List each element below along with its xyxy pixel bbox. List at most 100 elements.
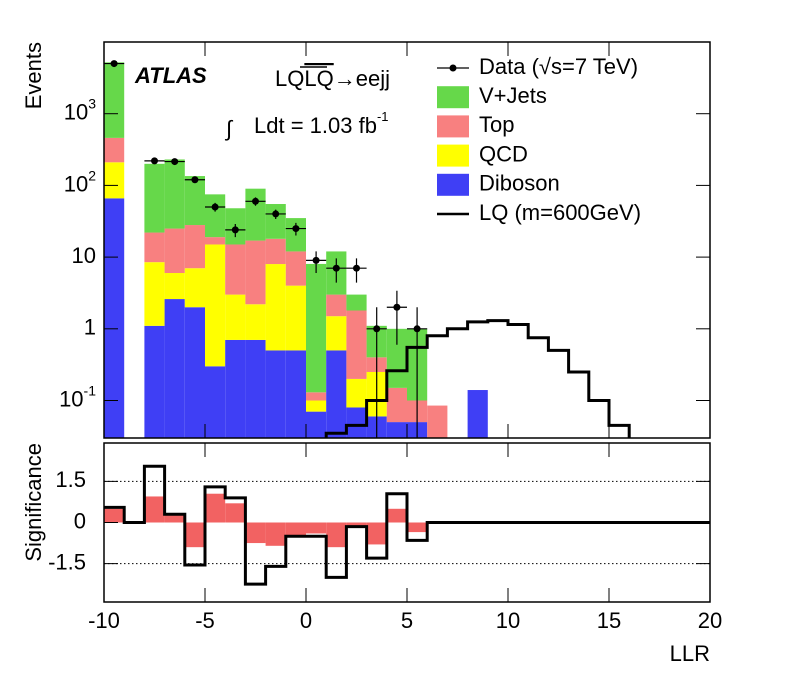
x-tick-label: 10 <box>496 608 520 633</box>
y-tick-label: 10-1 <box>59 382 96 411</box>
legend-label: V+Jets <box>479 83 547 108</box>
stack-bar <box>245 339 266 438</box>
stack-bar <box>205 194 226 238</box>
stack-bar <box>205 237 226 245</box>
tick-exponent: -1 <box>84 382 97 398</box>
tick-base: 10 <box>64 100 88 125</box>
stack-bar <box>265 264 286 351</box>
stack-bar <box>144 325 165 438</box>
stack-bar <box>164 228 185 274</box>
stack-bar <box>184 307 205 438</box>
stack-bar <box>386 328 407 388</box>
stack-bar <box>225 294 246 340</box>
data-point <box>110 60 118 68</box>
stack-bar <box>184 268 205 308</box>
significance-fill <box>326 522 347 548</box>
x-tick-label: 15 <box>597 608 621 633</box>
x-tick-label: 5 <box>401 608 413 633</box>
stack-bar <box>245 240 266 305</box>
stack-bar <box>144 262 165 326</box>
luminosity-exponent: -1 <box>377 109 389 124</box>
significance-fill <box>245 522 266 544</box>
data-point <box>332 264 340 272</box>
significance-fill <box>184 522 205 548</box>
y-tick-label: -1.5 <box>48 549 86 574</box>
significance-fill <box>366 522 387 545</box>
legend-label: Data (√s=7 TeV) <box>479 54 638 79</box>
stack-bar <box>245 188 266 241</box>
x-tick-label: -5 <box>195 608 215 633</box>
significance-fill <box>386 508 407 523</box>
data-point <box>292 225 300 233</box>
stack-bar <box>164 159 185 229</box>
y-tick-label: 10 <box>72 243 96 268</box>
stack-bar <box>265 350 286 438</box>
stack-bar <box>104 198 125 438</box>
luminosity-text: Ldt = 1.03 fb <box>254 113 377 138</box>
stack-bar <box>184 176 205 226</box>
y-tick-label: 1 <box>84 315 96 340</box>
x-axis-label: LLR <box>670 641 710 666</box>
significance-line <box>104 464 710 586</box>
stack-bar <box>144 232 165 263</box>
stack-bar <box>265 238 286 265</box>
stack-bar <box>245 304 266 340</box>
significance-fill <box>144 496 165 523</box>
stack-bar <box>326 350 347 438</box>
stack-bar <box>346 294 367 311</box>
data-point <box>272 210 280 218</box>
stack-bar <box>164 299 185 438</box>
significance-fill <box>285 522 306 537</box>
stack-bar <box>306 411 327 438</box>
stack-bar <box>104 62 125 138</box>
legend-swatch <box>437 173 469 196</box>
stack-bar <box>427 405 448 438</box>
legend-label: Diboson <box>479 171 560 196</box>
y-tick-label: 102 <box>64 167 96 196</box>
particle: LQ <box>275 66 304 91</box>
antiparticle: LQ <box>304 66 333 91</box>
stack-bar <box>205 366 226 438</box>
stack-bar <box>184 225 205 269</box>
stack-bar <box>205 244 226 367</box>
x-tick-label: -10 <box>88 608 120 633</box>
data-point <box>252 197 259 205</box>
stack-bar <box>306 263 327 393</box>
stack-bar <box>306 400 327 412</box>
y-tick-label: 1.5 <box>55 467 86 492</box>
stack-bar <box>386 387 407 423</box>
stack-bar <box>346 407 367 438</box>
significance-fill <box>104 508 125 523</box>
legend-label: Top <box>479 112 514 137</box>
stack-bar <box>467 390 488 438</box>
stack-bar <box>225 339 246 438</box>
stack-bar <box>306 392 327 401</box>
x-tick-label: 20 <box>698 608 722 633</box>
legend-swatch <box>437 115 469 138</box>
luminosity-label: Ldt = 1.03 fb-1 <box>254 109 389 137</box>
decay: →eejj <box>334 66 390 91</box>
stack-bar <box>346 310 367 379</box>
legend-label: QCD <box>479 141 528 166</box>
tick-exponent: 3 <box>88 95 96 111</box>
stack-bar <box>285 350 306 438</box>
step-line <box>324 319 631 438</box>
stack-bar <box>104 162 125 199</box>
stack-bar <box>164 273 185 300</box>
stack-bar <box>386 422 407 438</box>
significance-fill <box>265 522 286 546</box>
data-point <box>151 157 158 165</box>
tick-base: 10 <box>64 171 88 196</box>
significance-fill <box>164 514 185 523</box>
stack-bar <box>285 251 306 286</box>
legend-swatch <box>437 144 469 167</box>
stack-bar <box>144 163 165 233</box>
x-tick-label: 0 <box>300 608 312 633</box>
data-point <box>231 226 239 234</box>
legend-label: LQ (m=600GeV) <box>479 200 641 225</box>
data-point <box>191 176 199 184</box>
significance-fill <box>225 503 246 523</box>
significance-fill <box>205 493 226 523</box>
data-point <box>393 303 401 311</box>
